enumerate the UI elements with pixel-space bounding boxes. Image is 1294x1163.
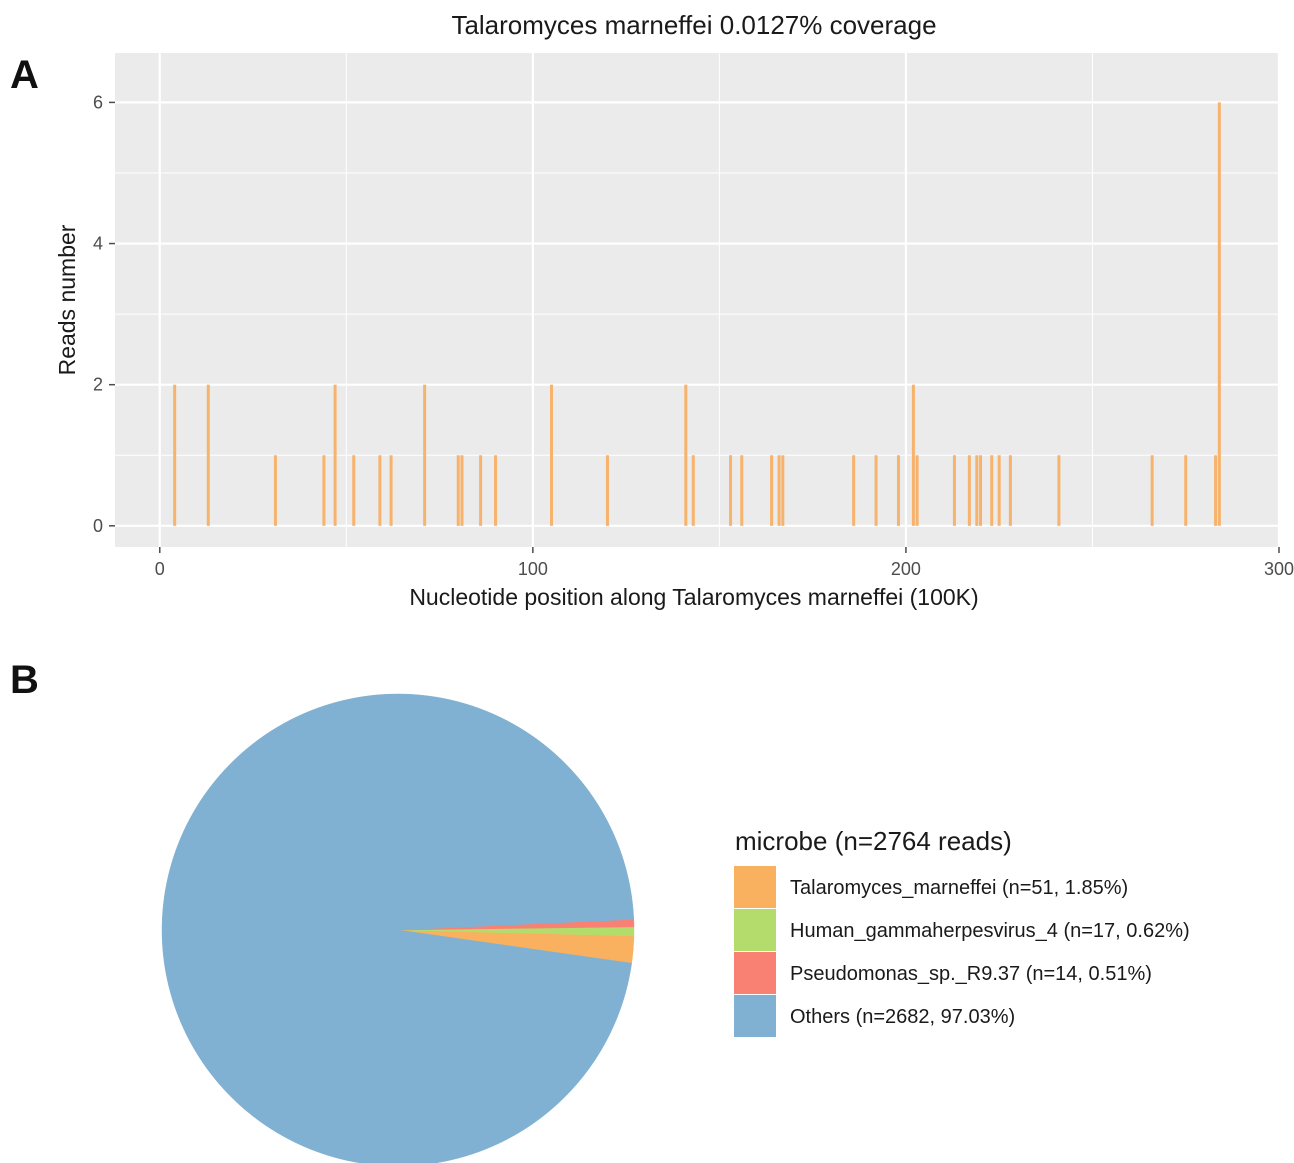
pie-chart — [161, 693, 635, 1163]
y-tick-label: 4 — [93, 234, 103, 254]
legend-label: Pseudomonas_sp._R9.37 (n=14, 0.51%) — [790, 963, 1152, 985]
axis-ticks: 0 100 200 300 0 2 4 6 — [93, 92, 1294, 579]
bar — [967, 455, 971, 526]
bar — [740, 455, 744, 526]
y-axis-title: Reads number — [54, 224, 80, 375]
legend-title: microbe (n=2764 reads) — [735, 826, 1012, 856]
bar — [1150, 455, 1154, 526]
bar — [1184, 455, 1188, 526]
bar — [990, 455, 994, 526]
bar — [494, 455, 498, 526]
bar — [874, 455, 878, 526]
bar — [1214, 455, 1218, 526]
bar — [1217, 102, 1221, 526]
x-tick-label: 200 — [891, 559, 921, 579]
bar — [479, 455, 483, 526]
x-tick-label: 0 — [155, 559, 165, 579]
bar — [915, 455, 919, 526]
legend-swatch — [734, 952, 776, 994]
bar — [997, 455, 1001, 526]
x-tick-label: 100 — [518, 559, 548, 579]
bar — [896, 455, 900, 526]
y-tick-label: 2 — [93, 375, 103, 395]
bar — [975, 455, 979, 526]
legend-swatch — [734, 866, 776, 908]
legend-swatch — [734, 995, 776, 1037]
bar — [979, 455, 983, 526]
bar — [206, 384, 210, 526]
bar — [777, 455, 781, 526]
bar — [173, 384, 177, 526]
bar — [691, 455, 695, 526]
bar — [273, 455, 277, 526]
bar — [460, 455, 464, 526]
bar — [911, 384, 915, 526]
bar — [852, 455, 856, 526]
y-tick-label: 6 — [93, 92, 103, 112]
y-tick-label: 0 — [93, 516, 103, 536]
bar — [352, 455, 356, 526]
bar — [423, 384, 427, 526]
legend-label: Talaromyces_marneffei (n=51, 1.85%) — [790, 877, 1128, 899]
bar — [770, 455, 774, 526]
legend-swatch — [734, 909, 776, 951]
bar — [781, 455, 785, 526]
bar — [605, 455, 609, 526]
grid-lines — [115, 53, 1281, 547]
bar — [729, 455, 733, 526]
plot-panel — [115, 53, 1279, 547]
bar — [322, 455, 326, 526]
bar — [550, 384, 553, 526]
x-tick-label: 300 — [1264, 559, 1294, 579]
bar — [378, 455, 382, 526]
bar — [456, 455, 460, 526]
bar — [1057, 455, 1061, 526]
pie-slice — [161, 693, 635, 1163]
legend-label: Human_gammaherpesvirus_4 (n=17, 0.62%) — [790, 920, 1190, 942]
panel-letter-b: B — [10, 658, 39, 702]
bar — [389, 455, 393, 526]
bar-series — [173, 102, 1221, 526]
bar — [952, 455, 956, 526]
bar — [333, 384, 337, 526]
bar — [684, 384, 688, 526]
panel-letter-a: A — [10, 53, 39, 97]
legend-label: Others (n=2682, 97.03%) — [790, 1006, 1015, 1028]
chart-title: Talaromyces marneffei 0.0127% coverage — [451, 10, 936, 40]
legend: Talaromyces_marneffei (n=51, 1.85%) Human… — [734, 866, 1190, 1037]
bar — [1008, 455, 1012, 526]
x-axis-title: Nucleotide position along Talaromyces ma… — [409, 584, 978, 610]
